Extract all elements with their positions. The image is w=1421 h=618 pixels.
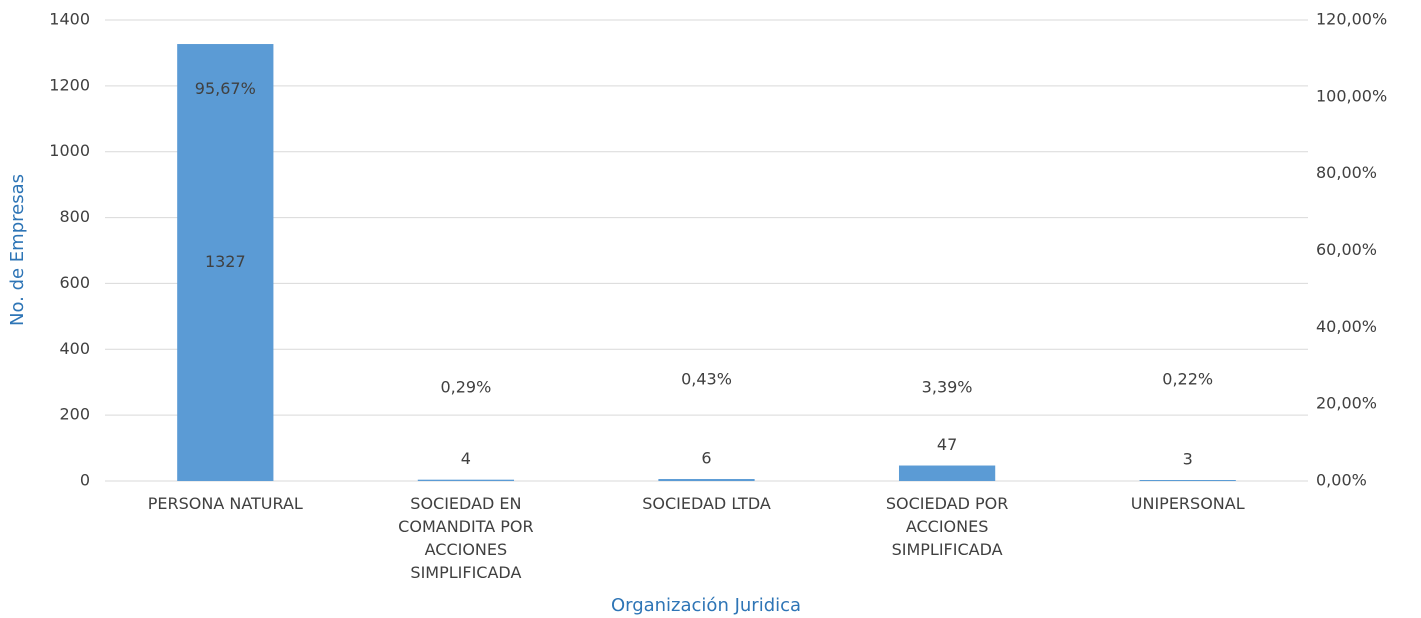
y-tick-label: 800 — [59, 207, 90, 226]
data-label: 3 — [1183, 450, 1193, 469]
x-tick-label: SOCIEDAD LTDA — [642, 494, 771, 513]
y-axis-title: No. de Empresas — [7, 174, 28, 326]
bar — [417, 479, 515, 481]
bar — [658, 479, 755, 481]
y-tick-label: 600 — [59, 273, 90, 292]
percent-label: 0,22% — [1162, 370, 1213, 389]
y-tick-label: 0 — [80, 471, 90, 490]
y-tick-label: 400 — [59, 339, 90, 358]
percent-label: 3,39% — [922, 378, 973, 397]
x-tick-label: PERSONA NATURAL — [148, 494, 303, 513]
y2-tick-label: 60,00% — [1316, 240, 1377, 259]
y2-tick-label: 100,00% — [1316, 86, 1387, 105]
x-tick-label: SOCIEDAD POR ACCIONES SIMPLIFICADA — [886, 494, 1009, 559]
y2-tick-label: 0,00% — [1316, 471, 1367, 490]
bar — [898, 465, 996, 481]
y2-tick-label: 80,00% — [1316, 163, 1377, 182]
y2-tick-label: 20,00% — [1316, 394, 1377, 413]
y-tick-label: 1200 — [49, 75, 90, 94]
y2-tick-label: 120,00% — [1316, 10, 1387, 29]
percent-label: 0,29% — [440, 378, 491, 397]
percent-label: 0,43% — [681, 370, 732, 389]
data-label: 6 — [701, 449, 711, 468]
data-label: 4 — [461, 449, 471, 468]
bar — [177, 44, 274, 482]
y2-tick-label: 40,00% — [1316, 317, 1377, 336]
data-label: 1327 — [205, 252, 246, 271]
y-tick-label: 200 — [59, 405, 90, 424]
y-tick-label: 1400 — [49, 10, 90, 29]
x-axis-title: Organización Juridica — [611, 595, 801, 616]
x-tick-label: UNIPERSONAL — [1131, 494, 1245, 513]
x-tick-label: SOCIEDAD EN COMANDITA POR ACCIONES SIMPLIFI… — [398, 494, 533, 582]
percent-label: 95,67% — [195, 79, 256, 98]
y-tick-label: 1000 — [49, 141, 90, 160]
data-label: 47 — [937, 435, 957, 454]
bar — [1139, 480, 1236, 481]
